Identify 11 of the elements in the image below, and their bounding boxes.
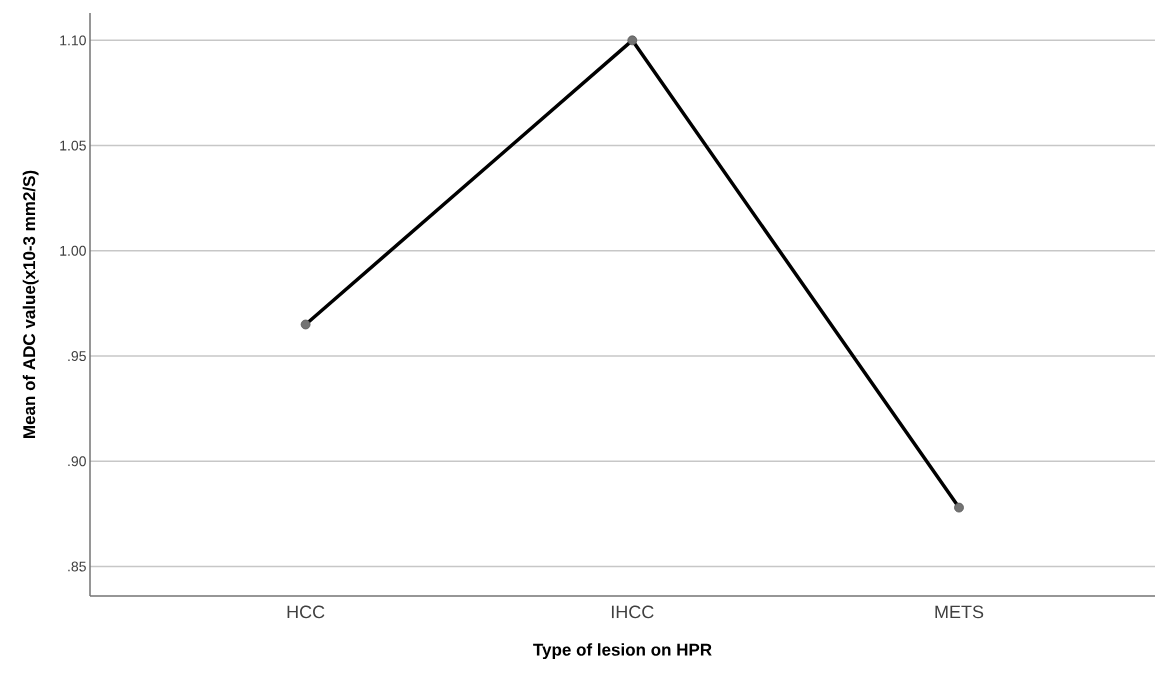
x-axis-title: Type of lesion on HPR bbox=[533, 643, 712, 660]
y-tick-label: .85 bbox=[68, 561, 86, 572]
y-tick-label: .95 bbox=[68, 351, 86, 362]
x-tick-label: METS bbox=[935, 605, 984, 619]
y-tick-label: 1.00 bbox=[60, 245, 86, 256]
y-tick-label: 1.10 bbox=[60, 35, 86, 46]
y-tick-label: 1.05 bbox=[60, 140, 86, 151]
y-axis-title: Mean of ADC value(x10-3 mm2/S) bbox=[22, 170, 39, 438]
x-tick-label: HCC bbox=[287, 605, 325, 619]
x-tick-label: IHCC bbox=[611, 605, 654, 619]
y-tick-label: .90 bbox=[68, 456, 86, 467]
